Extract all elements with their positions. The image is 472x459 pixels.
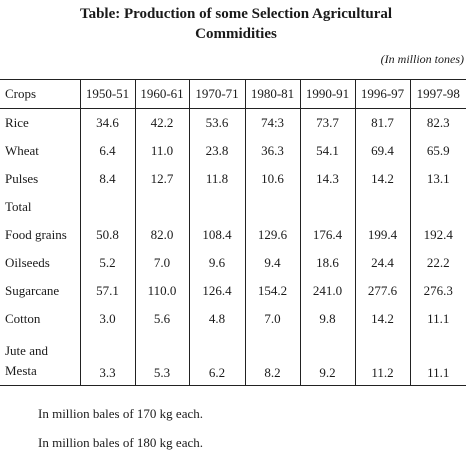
- table-cell: 8.2: [244, 333, 300, 386]
- table-cell: 5.2: [79, 249, 135, 277]
- crop-name: Jute and Mesta: [0, 333, 80, 386]
- table-cell: 192.4: [409, 221, 466, 249]
- table-cell: 3.3: [79, 333, 135, 386]
- crop-name-line-1: Jute and: [5, 343, 48, 358]
- table-row: Wheat 6.4 11.0 23.8 36.3 54.1 69.4 65.9: [0, 137, 466, 165]
- table-row: Food grains 50.8 82.0 108.4 129.6 176.4 …: [0, 221, 466, 249]
- table-cell: 9.2: [299, 333, 355, 386]
- table-cell: 6.2: [188, 333, 245, 386]
- table-cell: 11.0: [134, 137, 189, 165]
- table-cell: 4.8: [188, 305, 245, 333]
- table-row: Sugarcane 57.1 110.0 126.4 154.2 241.0 2…: [0, 277, 466, 305]
- table-cell: 8.4: [79, 165, 135, 193]
- table-cell: 14.3: [299, 165, 355, 193]
- table-cell: 12.7: [134, 165, 189, 193]
- column-header: 1990-91: [299, 79, 355, 109]
- table-row: Rice 34.6 42.2 53.6 74:3 73.7 81.7 82.3: [0, 108, 466, 137]
- table-cell: [79, 193, 135, 221]
- table-cell: 277.6: [354, 277, 410, 305]
- table-cell: 5.6: [134, 305, 189, 333]
- table-cell: [134, 193, 189, 221]
- table-cell: 6.4: [79, 137, 135, 165]
- table-cell: 129.6: [244, 221, 300, 249]
- table-cell: 81.7: [354, 108, 410, 137]
- table-cell: 11.2: [354, 333, 410, 386]
- column-header: Crops: [0, 79, 80, 109]
- table-cell: 9.8: [299, 305, 355, 333]
- column-header: 1950-51: [79, 79, 135, 109]
- table-title-line-1: Table: Production of some Selection Agri…: [79, 6, 393, 22]
- table-cell: 82.0: [134, 221, 189, 249]
- table-row: Cotton 3.0 5.6 4.8 7.0 9.8 14.2 11.1: [0, 305, 466, 333]
- table-cell: 24.4: [354, 249, 410, 277]
- table-cell: 126.4: [188, 277, 245, 305]
- table-cell: [188, 193, 245, 221]
- table-cell: 69.4: [354, 137, 410, 165]
- crop-name: Total: [5, 199, 32, 214]
- crop-name-line-2: Mesta: [5, 363, 37, 378]
- crop-name: Wheat: [5, 143, 39, 158]
- table-cell: 22.2: [409, 249, 466, 277]
- column-header: 1960-61: [134, 79, 189, 109]
- table-cell: 73.7: [299, 108, 355, 137]
- table-cell: 110.0: [134, 277, 189, 305]
- table-row: Oilseeds 5.2 7.0 9.6 9.4 18.6 24.4 22.2: [0, 249, 466, 277]
- table-cell: 36.3: [244, 137, 300, 165]
- unit-label: (In million tones): [380, 52, 464, 66]
- table-cell: 65.9: [409, 137, 466, 165]
- table-cell: 13.1: [409, 165, 466, 193]
- table-cell: 50.8: [79, 221, 135, 249]
- table-cell: 42.2: [134, 108, 189, 137]
- table-cell: 74:3: [244, 108, 300, 137]
- table-cell: 9.6: [188, 249, 245, 277]
- table-cell: 18.6: [299, 249, 355, 277]
- table-row: Total: [0, 193, 466, 221]
- table-row: Pulses 8.4 12.7 11.8 10.6 14.3 14.2 13.1: [0, 165, 466, 193]
- table-cell: 154.2: [244, 277, 300, 305]
- table-cell: 241.0: [299, 277, 355, 305]
- table-cell: 54.1: [299, 137, 355, 165]
- table-cell: 82.3: [409, 108, 466, 137]
- table-cell: 14.2: [354, 165, 410, 193]
- crop-name: Pulses: [5, 171, 39, 186]
- table-cell: [354, 193, 410, 221]
- crop-name: Oilseeds: [5, 255, 50, 270]
- table-cell: 11.1: [409, 305, 466, 333]
- crop-name: Rice: [5, 115, 29, 130]
- table-cell: 23.8: [188, 137, 245, 165]
- footnote: In million bales of 180 kg each.: [38, 435, 203, 450]
- table-cell: 5.3: [134, 333, 189, 386]
- crop-name: Food grains: [5, 227, 67, 242]
- header-row: Crops 1950-51 1960-61 1970-71 1980-81 19…: [0, 79, 466, 109]
- table-cell: 34.6: [79, 108, 135, 137]
- table-cell: 276.3: [409, 277, 466, 305]
- table-cell: [409, 193, 466, 221]
- table-title-line-2: Commidities: [195, 26, 277, 42]
- column-header: 1997-98: [409, 79, 466, 109]
- table-cell: 199.4: [354, 221, 410, 249]
- table-cell: 7.0: [134, 249, 189, 277]
- table-cell: 11.1: [409, 333, 466, 386]
- footnote: In million bales of 170 kg each.: [38, 406, 203, 421]
- table-cell: 7.0: [244, 305, 300, 333]
- column-header: 1980-81: [244, 79, 300, 109]
- column-header: 1996-97: [354, 79, 410, 109]
- crop-name: Sugarcane: [5, 283, 60, 298]
- table-cell: [299, 193, 355, 221]
- column-header: 1970-71: [188, 79, 245, 109]
- table-row: Jute and Mesta 3.3 5.3 6.2 8.2 9.2 11.2 …: [0, 333, 466, 386]
- table-cell: 176.4: [299, 221, 355, 249]
- table-cell: 11.8: [188, 165, 245, 193]
- table-cell: 53.6: [188, 108, 245, 137]
- table-cell: 14.2: [354, 305, 410, 333]
- table-cell: 57.1: [79, 277, 135, 305]
- table-cell: 10.6: [244, 165, 300, 193]
- production-table: Crops 1950-51 1960-61 1970-71 1980-81 19…: [0, 79, 466, 386]
- table-cell: 108.4: [188, 221, 245, 249]
- crop-name: Cotton: [5, 311, 41, 326]
- table-cell: 9.4: [244, 249, 300, 277]
- table-cell: 3.0: [79, 305, 135, 333]
- table-cell: [244, 193, 300, 221]
